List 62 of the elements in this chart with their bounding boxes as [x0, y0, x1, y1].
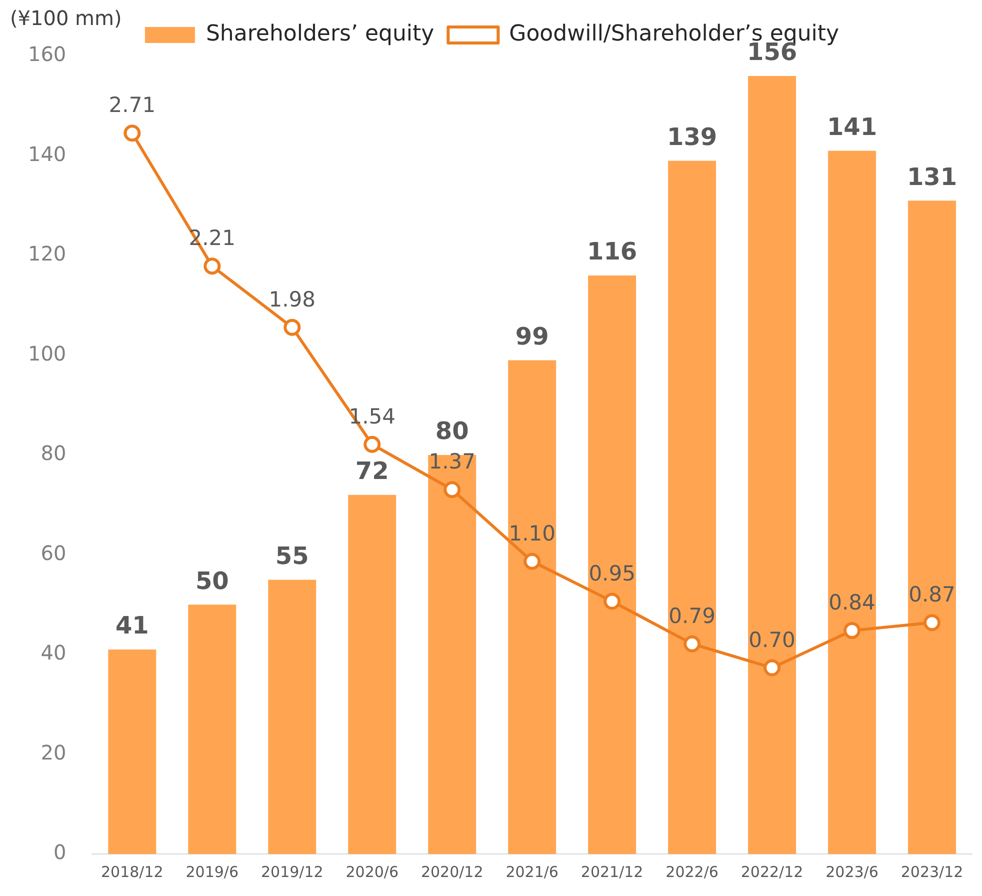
- bar: [268, 580, 316, 854]
- x-tick-label: 2022/12: [740, 862, 804, 881]
- data-label: 0.95: [588, 561, 636, 586]
- point: [844, 622, 861, 640]
- bar: [828, 150, 876, 854]
- data-label: 1.10: [508, 521, 556, 546]
- point: [284, 318, 301, 336]
- y-axis-title: (¥100 mm): [10, 6, 122, 30]
- point: [524, 552, 541, 570]
- x-tick-label: 2022/6: [666, 862, 718, 881]
- x-tick-label: 2019/12: [260, 862, 324, 881]
- y-tick-label: 100: [28, 341, 66, 366]
- point: [924, 614, 941, 632]
- x-tick-label: 2021/12: [580, 862, 644, 881]
- bar: [108, 650, 156, 854]
- y-tick-label: 40: [40, 640, 66, 665]
- x-tick-label: 2020/12: [420, 862, 484, 881]
- y-tick-label: 20: [40, 740, 66, 764]
- x-tick-label: 2023/6: [826, 862, 878, 881]
- x-tick-label: 2018/12: [101, 862, 164, 881]
- data-label: 2.71: [108, 93, 156, 118]
- point: [764, 659, 781, 676]
- data-label: 0.84: [828, 590, 876, 615]
- x-tick-label: 2019/6: [186, 862, 239, 881]
- bar: [188, 604, 236, 854]
- point: [124, 124, 141, 142]
- legend-label: Shareholders’ equity: [206, 22, 434, 47]
- data-label: 141: [826, 112, 878, 141]
- data-label: 0.70: [748, 628, 796, 652]
- bar: [748, 76, 796, 854]
- y-tick-label: 80: [40, 441, 66, 466]
- point: [444, 481, 461, 498]
- bar: [588, 275, 636, 854]
- point: [684, 635, 701, 652]
- x-tick-label: 2020/6: [346, 862, 399, 881]
- x-tick-label: 2023/12: [900, 862, 964, 881]
- data-label: 99: [515, 322, 549, 350]
- x-tick-label: 2021/6: [506, 862, 558, 881]
- bar: [908, 200, 956, 854]
- data-label: 1.98: [268, 287, 316, 312]
- point: [364, 436, 381, 453]
- bar: [668, 160, 716, 854]
- data-label: 0.79: [668, 604, 716, 628]
- data-label: 131: [906, 162, 958, 191]
- data-label: 41: [115, 612, 149, 640]
- y-tick-label: 160: [28, 42, 66, 66]
- data-label: 1.37: [428, 450, 476, 474]
- bar: [508, 360, 556, 854]
- data-label: 139: [667, 122, 718, 151]
- y-tick-label: 60: [40, 540, 66, 565]
- data-label: 0.87: [908, 582, 956, 607]
- data-label: 72: [355, 457, 389, 486]
- y-tick-label: 0: [53, 840, 66, 864]
- point: [204, 258, 221, 275]
- y-tick-label: 120: [28, 242, 66, 266]
- data-label: 116: [587, 238, 638, 266]
- data-label: 50: [195, 566, 229, 595]
- data-label: 80: [435, 417, 469, 446]
- data-label: 55: [275, 542, 309, 570]
- bar: [348, 494, 396, 854]
- y-tick-label: 140: [28, 142, 66, 166]
- point: [604, 592, 621, 610]
